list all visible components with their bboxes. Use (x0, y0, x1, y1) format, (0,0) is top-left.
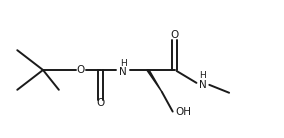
Polygon shape (147, 70, 162, 92)
Text: H: H (120, 59, 127, 68)
Text: H: H (199, 71, 206, 80)
Text: N: N (119, 67, 127, 77)
Text: OH: OH (176, 107, 192, 117)
Text: O: O (96, 98, 105, 108)
Text: O: O (171, 30, 179, 40)
Text: N: N (199, 80, 206, 90)
Text: O: O (76, 65, 85, 75)
